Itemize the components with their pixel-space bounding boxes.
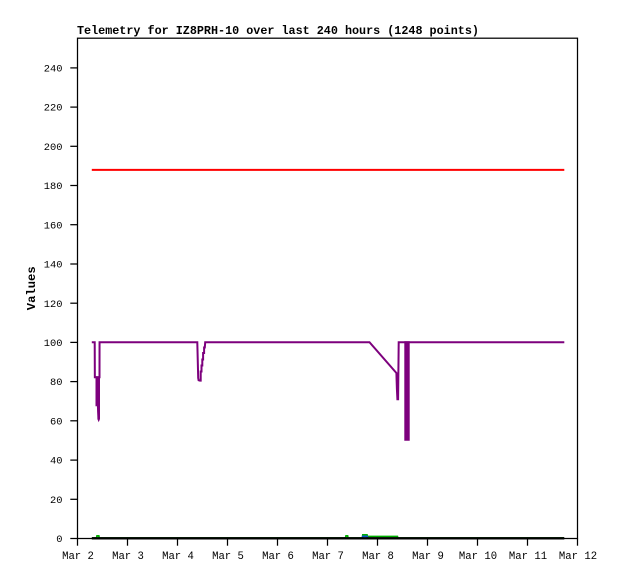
svg-text:220: 220 (44, 103, 63, 115)
svg-text:160: 160 (44, 220, 63, 232)
svg-text:60: 60 (50, 416, 62, 428)
svg-text:20: 20 (50, 495, 62, 507)
svg-text:Values: Values (25, 266, 39, 310)
svg-text:Mar 2: Mar 2 (62, 551, 94, 563)
svg-text:140: 140 (44, 260, 63, 272)
svg-text:Mar 5: Mar 5 (212, 551, 244, 563)
svg-text:Mar 4: Mar 4 (162, 551, 194, 563)
svg-text:Mar 9: Mar 9 (412, 551, 444, 563)
svg-text:40: 40 (50, 456, 62, 468)
svg-text:240: 240 (44, 64, 63, 76)
svg-text:Mar 11: Mar 11 (509, 551, 547, 563)
svg-text:120: 120 (44, 299, 63, 311)
svg-text:Mar 6: Mar 6 (262, 551, 294, 563)
svg-text:80: 80 (50, 377, 62, 389)
svg-text:Telemetry for IZ8PRH-10 over l: Telemetry for IZ8PRH-10 over last 240 ho… (77, 24, 479, 38)
svg-text:Mar 12: Mar 12 (559, 551, 597, 563)
svg-text:Mar 7: Mar 7 (312, 551, 344, 563)
svg-text:Mar 3: Mar 3 (112, 551, 144, 563)
svg-text:Mar 10: Mar 10 (459, 551, 497, 563)
svg-text:Mar 8: Mar 8 (362, 551, 394, 563)
svg-text:180: 180 (44, 181, 63, 193)
svg-text:100: 100 (44, 338, 63, 350)
svg-text:0: 0 (56, 534, 62, 546)
svg-text:200: 200 (44, 142, 63, 154)
